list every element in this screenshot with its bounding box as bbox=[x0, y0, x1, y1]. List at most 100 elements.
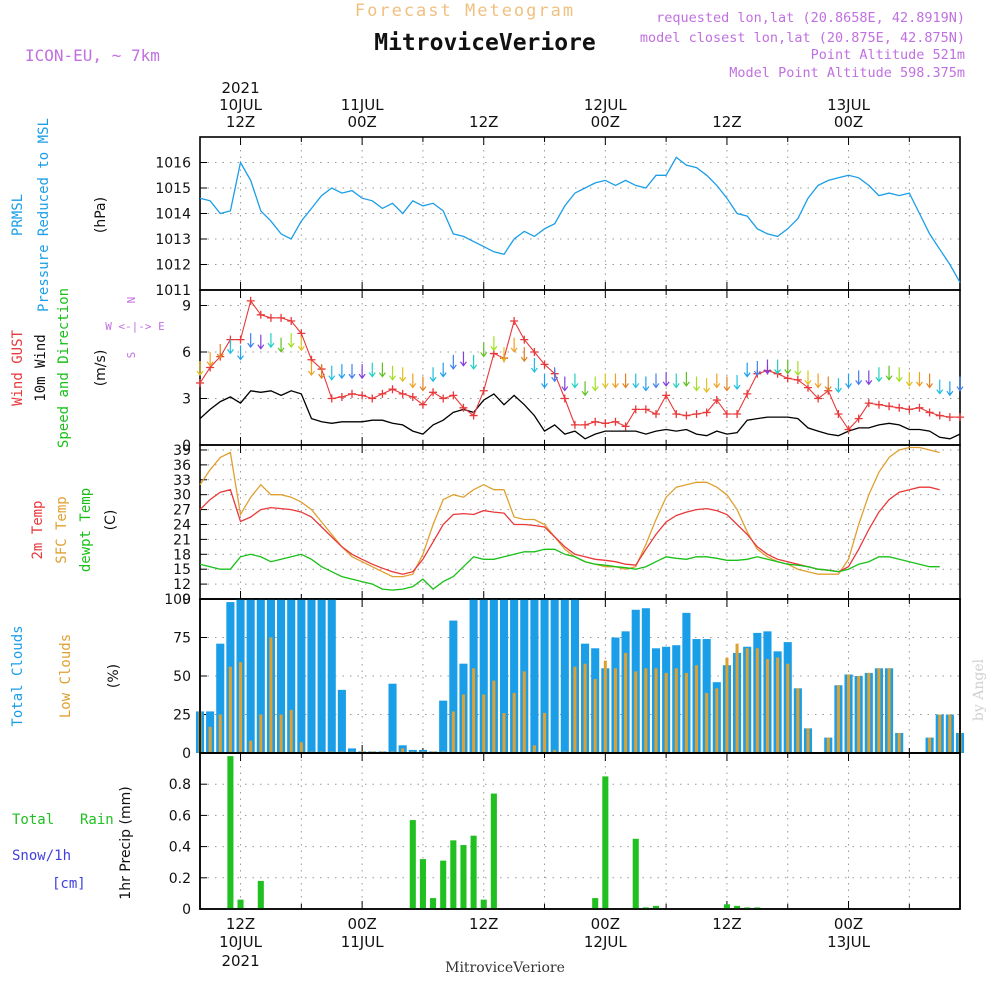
wind-direction-arrow bbox=[611, 373, 619, 389]
wind-direction-arrow bbox=[459, 351, 467, 367]
total-cloud-bar bbox=[327, 599, 336, 753]
rain-bar bbox=[592, 898, 599, 909]
footer-station: MitroviceVeriore bbox=[445, 960, 565, 976]
gust-marker bbox=[905, 405, 914, 414]
gust-marker bbox=[449, 391, 458, 400]
wind-direction-arrow bbox=[845, 373, 853, 389]
gust-marker bbox=[510, 317, 519, 325]
low-cloud-bar bbox=[715, 688, 719, 753]
gust-marker bbox=[793, 375, 802, 384]
total-cloud-bar bbox=[499, 599, 509, 753]
wind-direction-arrow bbox=[814, 373, 822, 389]
low-cloud-bar bbox=[269, 637, 273, 753]
gust-marker bbox=[631, 405, 640, 414]
wind-direction-arrow bbox=[328, 365, 336, 381]
wind-direction-arrow bbox=[652, 373, 660, 389]
wind-direction-arrow bbox=[551, 367, 559, 383]
bottom-hour-label: 12Z bbox=[226, 915, 255, 933]
wind-direction-arrow bbox=[277, 337, 285, 353]
top-hour-label: 00Z bbox=[347, 113, 376, 131]
0-panel bbox=[199, 136, 961, 291]
wind-direction-arrow bbox=[794, 361, 802, 377]
top-date-label: 10JUL bbox=[219, 96, 262, 114]
total-cloud-bar bbox=[510, 599, 519, 753]
low-cloud-bar bbox=[482, 694, 486, 753]
rain-bar bbox=[237, 899, 244, 909]
top-year-label: 2021 bbox=[221, 79, 259, 97]
gust-marker bbox=[601, 419, 610, 428]
bottom-year-label: 2021 bbox=[221, 952, 259, 970]
wind-direction-arrow bbox=[439, 362, 447, 378]
low-cloud-bar bbox=[786, 663, 790, 753]
temp-title-1: 2m Temp bbox=[30, 500, 46, 559]
total-cloud-bar bbox=[540, 599, 549, 753]
precip-title-total: Total bbox=[12, 812, 54, 828]
low-cloud-bar bbox=[877, 668, 881, 753]
wind-title-1: Wind GUST bbox=[10, 330, 26, 406]
3-ytick-label: 0 bbox=[182, 746, 191, 762]
rain-bar bbox=[419, 859, 426, 909]
gust-marker bbox=[814, 394, 823, 403]
4-ytick-label: 0.2 bbox=[169, 871, 191, 887]
rain-bar bbox=[490, 793, 497, 909]
gust-marker bbox=[256, 310, 265, 319]
0-ytick-label: 1013 bbox=[155, 232, 191, 248]
low-cloud-bar bbox=[624, 652, 628, 753]
0-ytick-label: 1012 bbox=[155, 258, 191, 274]
gust-marker bbox=[834, 410, 843, 418]
rain-bar bbox=[480, 899, 487, 909]
compass-south: S bbox=[125, 352, 138, 359]
wind-direction-arrow bbox=[490, 336, 498, 352]
wind-direction-arrow bbox=[561, 376, 569, 392]
wind-direction-arrow bbox=[510, 337, 518, 353]
wind-direction-arrow bbox=[824, 376, 832, 392]
low-cloud-bar bbox=[634, 671, 638, 753]
0-ytick-label: 1011 bbox=[155, 283, 191, 299]
wind-direction-arrow bbox=[257, 334, 265, 350]
wind-direction-arrow bbox=[297, 336, 305, 352]
1-frame bbox=[199, 289, 961, 446]
3-ytick-label: 50 bbox=[173, 669, 191, 685]
total-cloud-bar bbox=[449, 620, 458, 753]
gust-marker bbox=[429, 388, 438, 397]
wind-direction-arrow bbox=[693, 376, 701, 392]
top-hour-label: 00Z bbox=[834, 113, 863, 131]
1-panel bbox=[196, 289, 964, 446]
low-cloud-bar bbox=[826, 737, 830, 753]
gust-marker bbox=[277, 313, 286, 322]
low-cloud-bar bbox=[847, 674, 851, 753]
bottom-hour-label: 12Z bbox=[712, 915, 741, 933]
gust-marker bbox=[885, 402, 894, 411]
station-title: MitroviceVeriore bbox=[374, 30, 596, 56]
total-cloud-bar bbox=[530, 599, 539, 753]
t2m-line bbox=[199, 486, 940, 575]
wind-direction-arrow bbox=[287, 333, 295, 349]
low-cloud-bar bbox=[451, 711, 455, 753]
4-ytick-label: 0.4 bbox=[169, 840, 191, 856]
gust-marker bbox=[874, 400, 883, 409]
3-ytick-label: 100 bbox=[164, 592, 191, 608]
low-cloud-bar bbox=[836, 685, 840, 753]
low-cloud-bar bbox=[208, 726, 212, 753]
gust-marker bbox=[368, 394, 377, 403]
total-cloud-bar bbox=[418, 749, 427, 753]
wind-title-3: Speed and Direction bbox=[56, 288, 72, 448]
rain-bar bbox=[723, 904, 730, 909]
temp-title-3: dewpt Temp bbox=[78, 488, 94, 572]
1-ytick-label: 0 bbox=[182, 438, 191, 454]
wind-gust-line bbox=[199, 299, 960, 431]
wind-direction-arrow bbox=[267, 333, 275, 349]
wind-direction-arrow bbox=[449, 354, 457, 370]
wind-direction-arrow bbox=[338, 364, 346, 380]
wind-direction-arrow bbox=[196, 361, 204, 377]
wind-direction-arrow bbox=[237, 345, 245, 361]
4-ytick-label: 0.8 bbox=[169, 777, 191, 793]
low-cloud-bar bbox=[867, 672, 871, 753]
low-cloud-bar bbox=[684, 672, 688, 753]
wind-direction-arrow bbox=[743, 362, 751, 378]
gust-marker bbox=[287, 317, 296, 325]
wind-direction-arrow bbox=[672, 373, 680, 389]
wind-direction-arrow bbox=[784, 359, 792, 375]
gust-marker bbox=[692, 410, 701, 418]
